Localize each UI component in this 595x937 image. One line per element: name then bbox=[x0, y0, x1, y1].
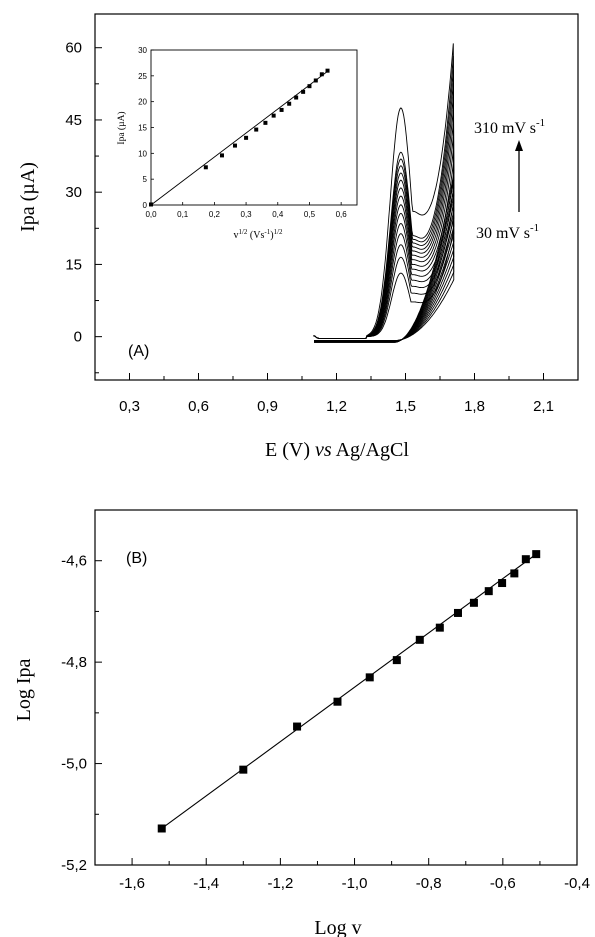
annotation-high-scan-rate: 310 mV s-1 bbox=[474, 117, 545, 137]
inset-data-point bbox=[244, 135, 249, 140]
panel-a: 0,3 0,6 0,9 1,2 1,5 1,8 2,1 0 15 30 45 60 (A) Ipa … bbox=[17, 13, 579, 461]
data-point bbox=[365, 673, 374, 682]
data-point bbox=[293, 722, 302, 731]
x-tick-label: 1,8 bbox=[464, 398, 485, 415]
x-tick-label: 0,9 bbox=[257, 398, 278, 415]
panel-b-x-ticks: -1,6 -1,4 -1,2 -1,0 -0,8 -0,6 -0,4 bbox=[119, 858, 590, 892]
inset-y-tick-label: 5 bbox=[143, 175, 148, 184]
x-tick-label: -0,4 bbox=[564, 875, 590, 892]
inset-x-tick-label: 0,6 bbox=[336, 210, 348, 219]
data-point bbox=[510, 569, 519, 578]
inset-data-point bbox=[203, 165, 208, 170]
inset-y-tick-label: 20 bbox=[138, 98, 147, 107]
x-tick-label: 1,2 bbox=[326, 398, 347, 415]
panel-a-y-axis-label: Ipa (µA) bbox=[17, 162, 39, 232]
inset-x-tick-label: 0,0 bbox=[145, 210, 157, 219]
data-point bbox=[469, 598, 478, 607]
inset-data-point bbox=[254, 127, 259, 132]
inset-data-point bbox=[294, 95, 299, 100]
data-point bbox=[484, 587, 493, 596]
inset-y-ticks: 0 5 10 15 20 25 30 bbox=[138, 46, 154, 210]
inset-data-point bbox=[219, 153, 224, 158]
x-tick-label: -0,6 bbox=[490, 875, 516, 892]
panel-b-label: (B) bbox=[126, 550, 147, 567]
x-tick-label: -1,2 bbox=[267, 875, 293, 892]
data-point bbox=[521, 555, 530, 564]
panel-b-x-axis-label: Log v bbox=[314, 917, 361, 937]
inset-x-tick-label: 0,1 bbox=[177, 210, 189, 219]
cv-curve bbox=[313, 43, 455, 343]
y-tick-label: 60 bbox=[65, 40, 82, 57]
cv-curves bbox=[313, 43, 455, 343]
inset-y-axis-label: Ipa (µA) bbox=[116, 111, 127, 144]
inset-fit-line bbox=[150, 70, 329, 206]
y-tick-label: 45 bbox=[65, 112, 82, 129]
inset-y-tick-label: 30 bbox=[138, 46, 147, 55]
y-tick-label: -4,8 bbox=[61, 654, 87, 671]
inset-data-point bbox=[313, 78, 318, 83]
panel-b: -1,6 -1,4 -1,2 -1,0 -0,8 -0,6 -0,4 -5,2 -5,0 -4,… bbox=[13, 509, 590, 937]
inset-data-point bbox=[319, 72, 324, 77]
inset-data-point bbox=[279, 107, 284, 112]
inset-x-tick-label: 0,2 bbox=[209, 210, 221, 219]
x-tick-label: -0,8 bbox=[416, 875, 442, 892]
inset-data bbox=[149, 68, 330, 207]
panel-b-plot-frame bbox=[94, 509, 578, 866]
inset-chart: 0,0 0,1 0,2 0,3 0,4 0,5 0,6 0 5 10 15 20 25 30 Ipa (… bbox=[116, 46, 358, 241]
data-point bbox=[392, 656, 401, 665]
inset-y-tick-label: 0 bbox=[143, 201, 148, 210]
panel-b-y-ticks: -5,2 -5,0 -4,8 -4,6 bbox=[61, 553, 102, 874]
inset-x-tick-label: 0,4 bbox=[272, 210, 284, 219]
panel-a-x-ticks: 0,3 0,6 0,9 1,2 1,5 1,8 2,1 bbox=[119, 373, 579, 415]
inset-x-tick-label: 0,5 bbox=[304, 210, 316, 219]
x-tick-label: 0,3 bbox=[119, 398, 140, 415]
inset-data-point bbox=[301, 89, 306, 94]
x-tick-label: 0,6 bbox=[188, 398, 209, 415]
y-tick-label: 30 bbox=[65, 184, 82, 201]
panel-a-y-ticks: 0 15 30 45 60 bbox=[65, 40, 102, 374]
inset-y-tick-label: 10 bbox=[138, 149, 147, 158]
panel-b-y-axis-label: Log Ipa bbox=[13, 659, 35, 722]
data-point bbox=[333, 697, 342, 706]
fit-line bbox=[161, 553, 537, 829]
inset-x-tick-label: 0,3 bbox=[241, 210, 253, 219]
data-point bbox=[435, 623, 444, 632]
inset-data-point bbox=[271, 113, 276, 118]
inset-y-tick-label: 25 bbox=[138, 72, 147, 81]
inset-data-point bbox=[307, 84, 312, 89]
panel-a-x-axis-label: E (V) vs Ag/AgCl bbox=[265, 439, 409, 461]
panel-b-data bbox=[157, 550, 541, 833]
inset-y-tick-label: 15 bbox=[138, 124, 147, 133]
inset-data-point bbox=[325, 68, 330, 73]
y-tick-label: -5,2 bbox=[61, 857, 87, 874]
inset-data-point bbox=[287, 101, 292, 106]
panel-a-label: (A) bbox=[128, 343, 149, 360]
x-tick-label: 1,5 bbox=[395, 398, 416, 415]
data-point bbox=[532, 550, 541, 559]
inset-x-axis-label: v1/2 (Vs-1)1/2 bbox=[233, 228, 283, 241]
inset-data-point bbox=[149, 202, 153, 207]
y-tick-label: -4,6 bbox=[61, 553, 87, 570]
data-point bbox=[498, 579, 507, 588]
annotation-low-scan-rate: 30 mV s-1 bbox=[476, 222, 539, 242]
y-tick-label: 15 bbox=[65, 256, 82, 273]
inset-data-point bbox=[232, 143, 237, 148]
inset-data-point bbox=[263, 120, 268, 125]
data-point bbox=[453, 608, 462, 617]
x-tick-label: 2,1 bbox=[533, 398, 554, 415]
data-point bbox=[157, 824, 166, 833]
data-point bbox=[415, 635, 424, 644]
y-tick-label: -5,0 bbox=[61, 756, 87, 773]
data-point bbox=[239, 765, 248, 774]
x-tick-label: -1,4 bbox=[193, 875, 219, 892]
y-tick-label: 0 bbox=[74, 329, 82, 346]
x-tick-label: -1,6 bbox=[119, 875, 145, 892]
x-tick-label: -1,0 bbox=[342, 875, 368, 892]
scan-rate-arrow-icon bbox=[515, 140, 523, 151]
